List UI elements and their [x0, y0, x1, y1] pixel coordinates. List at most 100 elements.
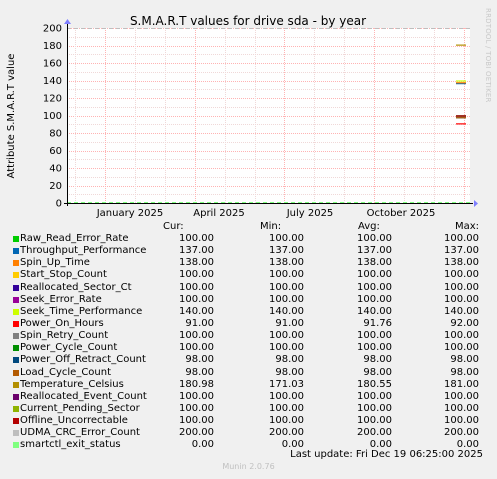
legend: Cur: Min: Avg: Max: Raw_Read_Error_Rate 1… [13, 221, 483, 452]
legend-avg-value: 91.76 [363, 317, 392, 329]
legend-swatch [13, 296, 19, 303]
legend-series-name: Spin_Retry_Count [20, 330, 109, 342]
legend-row: Seek_Time_Performance 140.00 140.00 140.00 1… [13, 306, 483, 318]
legend-row: Reallocated_Sector_Ct 100.00 100.00 100.00 1… [13, 282, 483, 294]
legend-avg-value: 200.00 [357, 427, 392, 439]
legend-row: Reallocated_Event_Count 100.00 100.00 100.0… [13, 391, 483, 403]
legend-max-value: 98.00 [450, 354, 479, 366]
x-tick-label: April 2025 [193, 208, 244, 219]
legend-swatch [13, 260, 19, 267]
legend-swatch [13, 418, 19, 425]
legend-avg-value: 98.00 [363, 354, 392, 366]
legend-row: UDMA_CRC_Error_Count 200.00 200.00 200.00 20… [13, 427, 483, 439]
munin-version: Munin 2.0.76 [222, 462, 275, 471]
y-tick-label: 100 [43, 111, 62, 122]
legend-series-name: Current_Pending_Sector [20, 402, 140, 414]
legend-cur-value: 98.00 [185, 366, 214, 378]
legend-series-name: Power_Cycle_Count [20, 342, 118, 354]
series-lines [67, 28, 470, 203]
legend-min-value: 100.00 [269, 269, 304, 281]
legend-min-value: 98.00 [275, 354, 304, 366]
y-axis-arrow [64, 19, 71, 24]
legend-avg-value: 100.00 [357, 233, 392, 244]
legend-swatch [13, 369, 19, 376]
header-min: Min: [260, 221, 282, 232]
legend-min-value: 100.00 [269, 233, 304, 244]
legend-series-name: Load_Cycle_Count [20, 366, 112, 378]
legend-series-name: UDMA_CRC_Error_Count [20, 427, 140, 439]
legend-cur-value: 200.00 [179, 427, 214, 439]
legend-row: Load_Cycle_Count 98.00 98.00 98.00 98.00 [13, 367, 483, 379]
legend-row: Current_Pending_Sector 100.00 100.00 100.00… [13, 403, 483, 415]
legend-avg-value: 100.00 [357, 342, 392, 354]
legend-avg-value: 137.00 [357, 245, 392, 257]
legend-min-value: 100.00 [269, 342, 304, 354]
legend-row: Offline_Uncorrectable 100.00 100.00 100.00 1… [13, 415, 483, 427]
legend-min-value: 200.00 [269, 427, 304, 439]
legend-row: Spin_Up_Time 138.00 138.00 138.00 138.00 [13, 257, 483, 269]
legend-avg-value: 100.00 [357, 390, 392, 402]
plot-area [67, 28, 470, 203]
legend-max-value: 100.00 [444, 415, 479, 427]
legend-min-value: 0.00 [281, 439, 304, 451]
legend-swatch [13, 430, 19, 437]
legend-cur-value: 100.00 [179, 390, 214, 402]
legend-min-value: 100.00 [269, 281, 304, 293]
legend-avg-value: 100.00 [357, 281, 392, 293]
legend-swatch [13, 248, 19, 255]
legend-max-value: 100.00 [444, 233, 479, 244]
legend-series-name: Power_Off_Retract_Count [20, 354, 146, 366]
y-tick-label: 80 [49, 129, 62, 140]
legend-swatch [13, 345, 19, 352]
legend-avg-value: 100.00 [357, 402, 392, 414]
legend-cur-value: 91.00 [185, 317, 214, 329]
legend-series-name: Reallocated_Event_Count [20, 390, 147, 402]
legend-max-value: 138.00 [444, 257, 479, 269]
legend-max-value: 100.00 [444, 293, 479, 305]
legend-avg-value: 98.00 [363, 366, 392, 378]
y-tick-label: 120 [43, 94, 62, 105]
legend-swatch [13, 236, 19, 242]
y-tick-label: 140 [43, 76, 62, 87]
legend-cur-value: 0.00 [191, 439, 214, 451]
legend-max-value: 0.00 [456, 439, 479, 451]
legend-max-value: 98.00 [450, 366, 479, 378]
legend-swatch [13, 405, 19, 412]
legend-row: Power_Off_Retract_Count 98.00 98.00 98.00 98… [13, 354, 483, 366]
legend-row: Raw_Read_Error_Rate 100.00 100.00 100.00 100… [13, 233, 483, 245]
legend-avg-value: 0.00 [369, 439, 392, 451]
legend-max-value: 200.00 [444, 427, 479, 439]
legend-max-value: 140.00 [444, 305, 479, 317]
legend-cur-value: 100.00 [179, 269, 214, 281]
y-tick-label: 200 [43, 24, 62, 35]
legend-avg-value: 100.00 [357, 415, 392, 427]
y-axis-label: Attribute S.M.A.R.T value [6, 54, 17, 179]
legend-series-name: Throughput_Performance [20, 245, 147, 257]
legend-max-value: 181.00 [444, 378, 479, 390]
chart: 0 20 40 60 80 100 120 140 160 180 200 January 2025… [6, 14, 478, 219]
y-tick-label: 160 [43, 59, 62, 70]
legend-cur-value: 140.00 [179, 305, 214, 317]
legend-row: Power_Cycle_Count 100.00 100.00 100.00 100.0… [13, 342, 483, 354]
legend-swatch [13, 272, 19, 279]
chart-title: S.M.A.R.T values for drive sda - by year [130, 14, 366, 28]
legend-avg-value: 180.55 [357, 378, 392, 390]
legend-cur-value: 100.00 [179, 293, 214, 305]
y-tick-label: 60 [49, 146, 62, 157]
legend-swatch [13, 442, 19, 449]
legend-series-name: Seek_Time_Performance [20, 305, 143, 317]
legend-avg-value: 140.00 [357, 305, 392, 317]
legend-row: smartctl_exit_status 0.00 0.00 0.00 0.00 [13, 439, 483, 451]
legend-avg-value: 100.00 [357, 330, 392, 342]
legend-row: Throughput_Performance 137.00 137.00 137.00… [13, 245, 483, 257]
legend-avg-value: 100.00 [357, 269, 392, 281]
legend-min-value: 100.00 [269, 390, 304, 402]
legend-cur-value: 137.00 [179, 245, 214, 257]
y-tick-label: 180 [43, 41, 62, 52]
legend-series-name: Reallocated_Sector_Ct [20, 281, 132, 293]
legend-max-value: 100.00 [444, 281, 479, 293]
legend-min-value: 140.00 [269, 305, 304, 317]
x-tick-label: October 2025 [367, 208, 436, 219]
legend-cur-value: 98.00 [185, 354, 214, 366]
legend-cur-value: 100.00 [179, 342, 214, 354]
